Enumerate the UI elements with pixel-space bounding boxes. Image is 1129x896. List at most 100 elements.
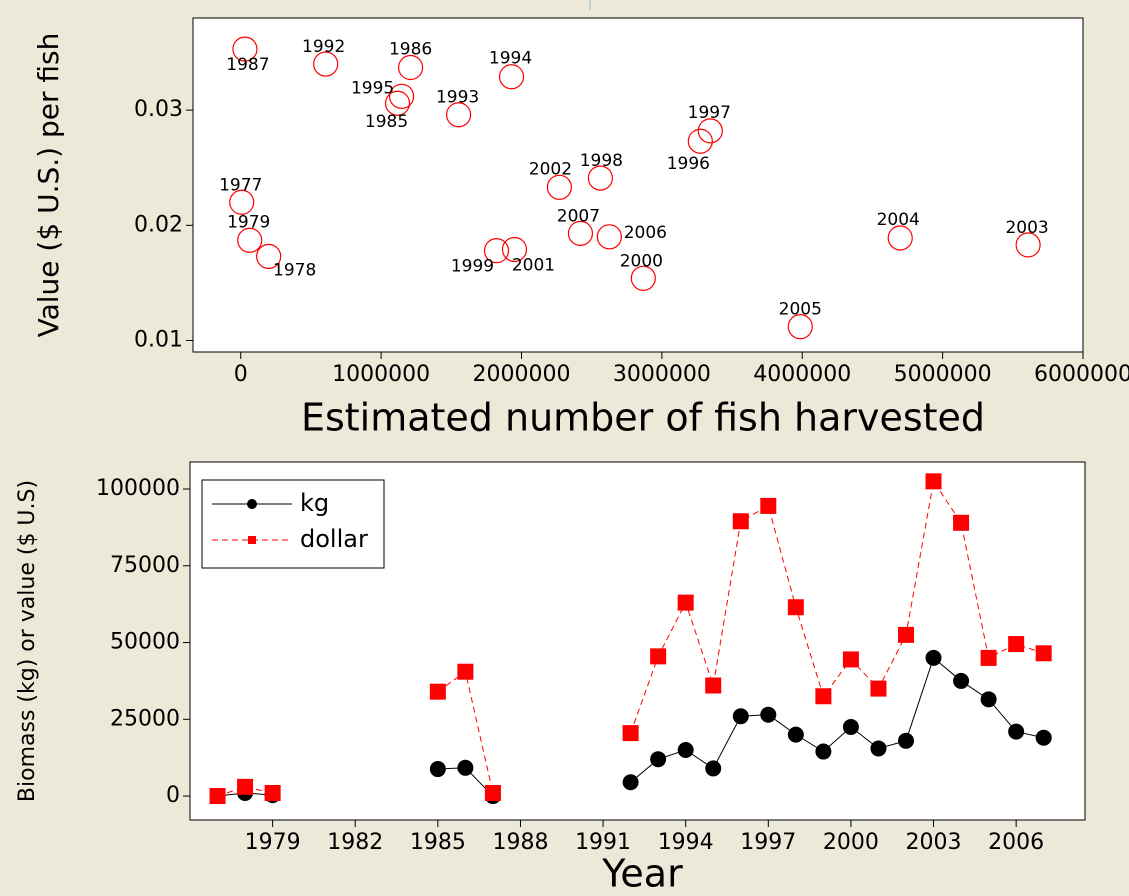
marker <box>898 626 914 643</box>
marker <box>429 761 446 778</box>
point-label: 1977 <box>219 175 262 195</box>
marker <box>237 778 254 795</box>
y-tick-label: 0.02 <box>134 212 183 237</box>
point-label: 2004 <box>877 210 920 230</box>
point-label: 1985 <box>365 112 408 132</box>
point <box>587 165 613 191</box>
point-label: 2001 <box>512 255 555 275</box>
x-tick-label: 2000 <box>823 830 879 855</box>
point-label: 1996 <box>667 154 710 174</box>
series-line <box>630 657 1044 783</box>
marker <box>732 708 749 725</box>
point <box>384 90 411 116</box>
point-label: 1992 <box>302 37 345 57</box>
point-label: 1997 <box>688 103 731 123</box>
marker <box>898 732 914 749</box>
point <box>630 265 656 291</box>
x-tick-label: 1988 <box>492 830 548 855</box>
marker <box>815 688 832 705</box>
point <box>596 224 622 250</box>
legend-label: kg <box>300 489 329 517</box>
point-label: 2007 <box>557 206 600 226</box>
point <box>232 36 258 62</box>
y-tick-label: 0.01 <box>134 327 183 352</box>
point-label: 1995 <box>351 78 394 98</box>
point <box>397 54 424 81</box>
x-tick-label: 1991 <box>575 830 631 855</box>
point <box>567 220 594 246</box>
x-tick-label: 1000000 <box>332 362 430 387</box>
marker <box>732 513 749 530</box>
point-label: 2006 <box>624 223 667 243</box>
y-axis-label: Biomass (kg) or value ($ U.S) <box>15 480 40 802</box>
marker <box>650 648 667 665</box>
marker <box>1035 729 1052 746</box>
y-tick-label: 25000 <box>110 706 180 731</box>
point <box>483 238 510 264</box>
point <box>501 236 528 263</box>
marker <box>209 788 226 805</box>
marker <box>815 743 832 760</box>
x-tick-label: 2006 <box>988 830 1044 855</box>
point <box>546 174 572 200</box>
marker <box>622 774 639 791</box>
marker <box>457 759 474 776</box>
point-label: 1979 <box>227 212 270 232</box>
marker <box>1008 723 1025 740</box>
y-tick-label: 0 <box>166 783 180 808</box>
marker <box>980 649 997 666</box>
point-label: 1978 <box>273 260 316 280</box>
marker <box>760 706 777 723</box>
point-label: 2000 <box>620 251 663 271</box>
marker <box>787 726 804 743</box>
legend-label: dollar <box>300 525 368 553</box>
point <box>389 83 415 109</box>
marker <box>264 784 281 801</box>
point <box>445 102 472 128</box>
point-label: 1986 <box>389 40 432 60</box>
point-label: 2002 <box>529 159 572 179</box>
marker <box>429 683 446 700</box>
y-tick-label: 75000 <box>110 553 180 578</box>
x-tick-label: 3000000 <box>613 362 711 387</box>
point-label: 1987 <box>226 55 269 75</box>
legend-box <box>201 479 385 569</box>
x-tick-label: 1985 <box>410 830 466 855</box>
x-tick-label: 1982 <box>327 830 383 855</box>
y-tick-label: 100000 <box>96 476 180 501</box>
x-tick-label: 6000000 <box>1034 362 1129 387</box>
marker <box>760 497 777 514</box>
marker <box>953 672 970 689</box>
point <box>498 64 525 90</box>
point <box>229 189 255 215</box>
point-label: 2003 <box>1005 218 1048 238</box>
point <box>697 118 723 144</box>
point-label: 1994 <box>489 49 532 69</box>
marker <box>925 649 942 666</box>
point-label: 1998 <box>580 151 623 171</box>
point <box>237 227 263 253</box>
marker <box>622 725 639 742</box>
marker <box>925 473 942 490</box>
marker <box>457 663 474 680</box>
x-axis-label: Year <box>601 852 683 896</box>
x-tick-label: 1994 <box>658 830 714 855</box>
legend-marker <box>248 536 256 544</box>
marker <box>870 740 887 757</box>
marker <box>650 751 667 768</box>
marker <box>787 599 804 616</box>
x-tick-label: 0 <box>234 362 248 387</box>
point <box>687 128 713 154</box>
point <box>787 314 813 340</box>
x-tick-label: 1997 <box>740 830 796 855</box>
x-tick-label: 4000000 <box>753 362 851 387</box>
marker <box>842 651 859 668</box>
point-label: 2005 <box>779 300 822 320</box>
y-axis-label: Value ($ U.S.) per fish <box>32 33 65 338</box>
y-tick-label: 50000 <box>110 630 180 655</box>
marker <box>842 718 859 735</box>
plot-area <box>192 17 1084 353</box>
point-label: 1999 <box>451 257 494 277</box>
